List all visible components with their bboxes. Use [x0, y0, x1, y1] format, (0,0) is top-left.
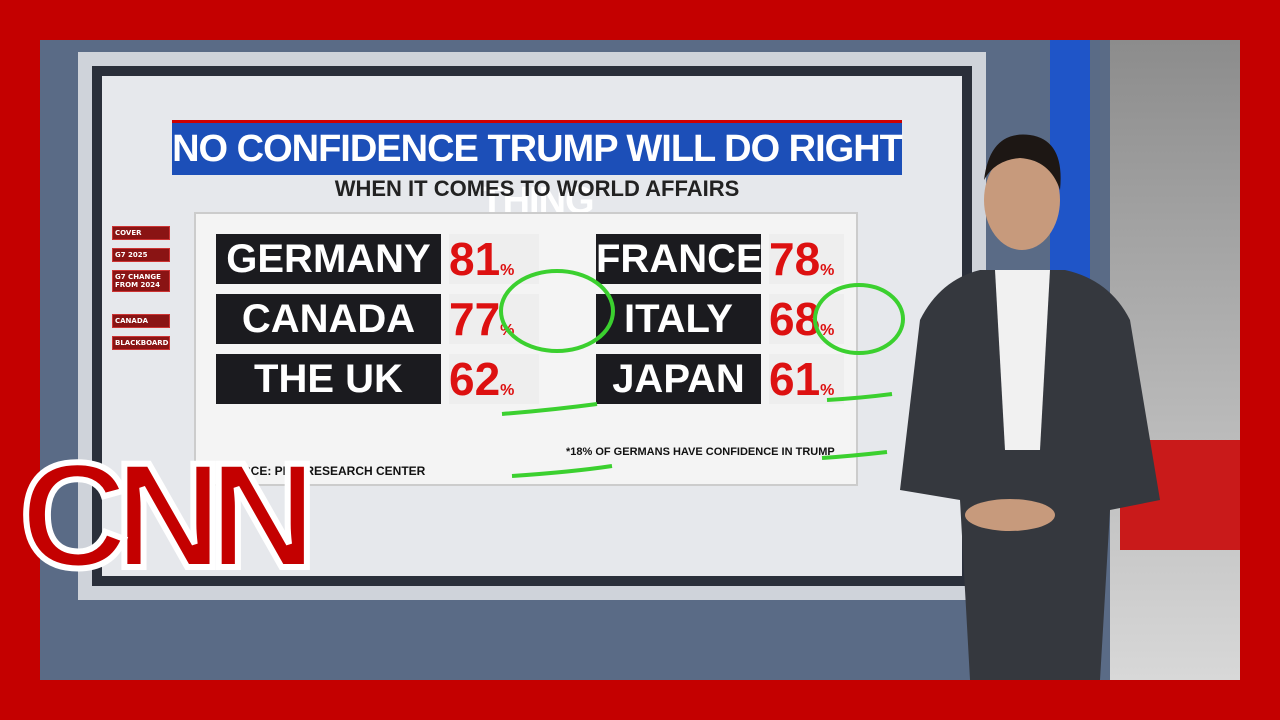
value: 68% — [769, 294, 844, 344]
video-wall: NO CONFIDENCE TRUMP WILL DO RIGHT THING … — [92, 66, 972, 586]
circle — [813, 283, 905, 355]
value-number: 68 — [769, 293, 821, 345]
value-number: 61 — [769, 353, 821, 405]
value-number: 81 — [449, 233, 501, 285]
value-sign: % — [820, 262, 835, 279]
value: 61% — [769, 354, 844, 404]
circle — [499, 269, 615, 353]
value-sign: % — [820, 322, 835, 339]
value-number: 77 — [449, 293, 501, 345]
source: SOURCE: PEW RESEARCH CENTER — [216, 464, 426, 478]
value: 81% — [449, 234, 539, 284]
results-panel: GERMANY 81% CANADA 77% THE UK 62% FRANCE 78% ITA… — [194, 212, 858, 486]
menu-item: BLACKBOARD — [112, 336, 170, 350]
menu-item: G7 2025 — [112, 248, 170, 262]
graphic-subtitle: WHEN IT COMES TO WORLD AFFAIRS — [334, 176, 740, 201]
footnote: *18% OF GERMANS HAVE CONFIDENCE IN TRUMP — [566, 446, 835, 458]
value: 78% — [769, 234, 844, 284]
value-number: 78 — [769, 233, 821, 285]
value-sign: % — [500, 382, 515, 399]
value-number: 62 — [449, 353, 501, 405]
presenter — [900, 134, 1160, 680]
country: ITALY — [596, 294, 761, 344]
underline — [501, 402, 598, 416]
studio: NO CONFIDENCE TRUMP WILL DO RIGHT THING … — [40, 40, 1240, 680]
country: CANADA — [216, 294, 441, 344]
underline — [826, 392, 893, 402]
menu-item: CANADA — [112, 314, 170, 328]
menu-item: G7 CHANGE FROM 2024 — [112, 270, 170, 292]
underline — [511, 464, 613, 478]
annotations — [499, 269, 905, 478]
value-sign: % — [500, 262, 515, 279]
pen-marks — [499, 269, 905, 478]
menu-item: COVER — [112, 226, 170, 240]
value-sign: % — [820, 382, 835, 399]
cnn-logo: CNN — [17, 431, 320, 599]
value: 62% — [449, 354, 539, 404]
value: 77% — [449, 294, 539, 344]
country: THE UK — [216, 354, 441, 404]
country: FRANCE — [596, 234, 763, 284]
country: GERMANY — [216, 234, 441, 284]
underline — [821, 450, 888, 460]
country: JAPAN — [596, 354, 761, 404]
